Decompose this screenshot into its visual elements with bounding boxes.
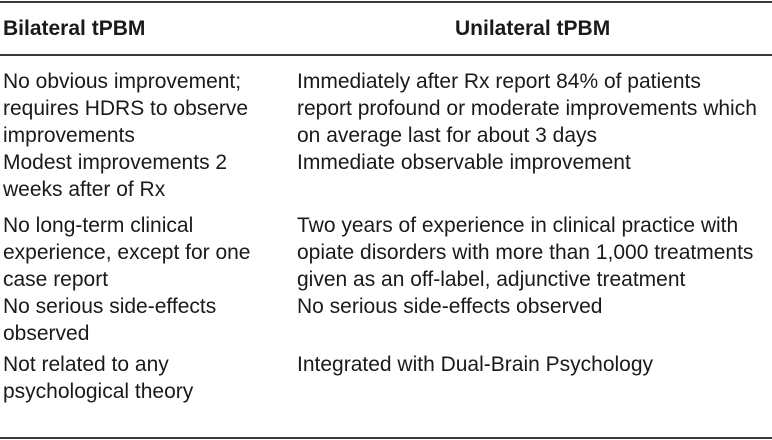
table-header-rule <box>0 54 772 56</box>
bilateral-cell: No long-term clinical experience, except… <box>3 214 251 291</box>
table-row: No long-term clinical experience, except… <box>0 212 772 293</box>
unilateral-cell: Immediately after Rx report 84% of patie… <box>297 70 757 147</box>
unilateral-cell: Immediate observable improvement <box>297 151 631 174</box>
table-row: No obvious improvement; requires HDRS to… <box>0 68 772 149</box>
table-row: Not related to any psychological theory … <box>0 351 772 411</box>
table-body: No obvious improvement; requires HDRS to… <box>0 68 772 411</box>
unilateral-cell: Two years of experience in clinical prac… <box>297 214 754 291</box>
bilateral-cell: Not related to any psychological theory <box>3 353 194 403</box>
bilateral-cell: No obvious improvement; requires HDRS to… <box>3 70 249 147</box>
table-row: Modest improvements 2 weeks after of Rx … <box>0 149 772 212</box>
header-bilateral: Bilateral tPBM <box>3 17 146 40</box>
table-row: No serious side-effects observed No seri… <box>0 293 772 351</box>
table-top-rule <box>0 1 772 3</box>
table-bottom-rule <box>0 437 772 439</box>
bilateral-cell: No serious side-effects observed <box>3 295 217 345</box>
header-unilateral: Unilateral tPBM <box>455 17 611 40</box>
table-header: Bilateral tPBM Unilateral tPBM <box>0 1 772 54</box>
bilateral-cell: Modest improvements 2 weeks after of Rx <box>3 151 228 201</box>
unilateral-cell: No serious side-effects observed <box>297 295 603 318</box>
unilateral-cell: Integrated with Dual-Brain Psychology <box>297 353 654 376</box>
